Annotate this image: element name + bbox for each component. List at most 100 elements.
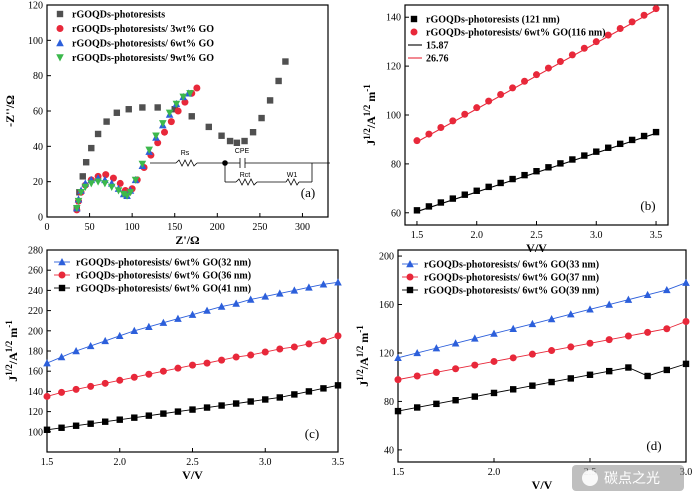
data-point <box>449 195 457 202</box>
data-point <box>174 314 182 322</box>
data-point <box>592 38 600 46</box>
data-point <box>557 160 564 167</box>
x-tick-label: 2.0 <box>488 467 501 478</box>
chart-panel-c: 1.5 2.0 2.5 3.0 3.5 100 120 140 160 180 200 220 240 2… <box>4 246 344 483</box>
watermark-background <box>572 465 684 491</box>
data-point <box>154 139 162 147</box>
data-point <box>604 31 612 39</box>
data-point <box>586 371 594 378</box>
data-point <box>188 310 197 318</box>
data-point <box>74 197 83 206</box>
data-point <box>174 364 182 372</box>
warburg-w1 <box>285 178 300 186</box>
legend-marker <box>58 284 66 292</box>
data-point <box>109 174 117 182</box>
data-point <box>521 171 528 179</box>
y-tick-label: 240 <box>28 286 43 297</box>
data-point <box>581 152 588 159</box>
data-point <box>319 337 327 345</box>
y-axis-label-part: /A <box>357 357 371 370</box>
data-point <box>334 278 342 286</box>
x-tick-label: 0 <box>45 222 50 233</box>
data-point <box>174 408 182 415</box>
data-point <box>413 348 421 357</box>
legend-label: rGOQDs-photoresists/ 6wt% GO(116 nm) <box>426 28 606 39</box>
data-point <box>249 129 257 136</box>
y-axis-label-part: 1/2 <box>362 128 372 140</box>
data-point <box>663 285 671 294</box>
data-point <box>643 290 652 299</box>
y-axis-label: J1/2/A1/2 m-1 <box>355 325 371 387</box>
y-tick-label: 200 <box>28 326 43 337</box>
y-axis-label-part: J <box>357 381 371 387</box>
y-axis-label-part: J <box>6 376 20 382</box>
data-point <box>628 136 636 144</box>
data-point <box>291 391 298 398</box>
y-tick-label: 120 <box>379 348 394 359</box>
x-tick-label: 2.0 <box>470 230 483 241</box>
data-point <box>193 84 201 92</box>
data-point <box>101 180 109 188</box>
series-line <box>397 321 687 381</box>
legend-label: rGOQDs-photoresists/ 6wt% GO(33 nm) <box>424 260 599 271</box>
data-point <box>275 77 282 85</box>
data-point <box>159 318 168 326</box>
x-tick-label: 250 <box>252 222 267 233</box>
y-tick-label: 80 <box>391 159 401 170</box>
data-point <box>437 123 445 131</box>
legend-marker <box>406 260 414 268</box>
data-point <box>663 366 670 374</box>
data-point <box>57 353 66 361</box>
data-point <box>682 317 690 325</box>
data-point <box>246 295 255 303</box>
data-point <box>241 137 248 145</box>
y-axis-label: -Z''/Ω <box>3 95 17 127</box>
data-point <box>497 90 505 98</box>
data-point <box>43 392 51 400</box>
data-point <box>189 406 196 413</box>
y-tick-label: 160 <box>28 367 43 378</box>
legend-marker <box>56 39 64 47</box>
legend-label: rGOQDs-photoresists <box>72 10 165 21</box>
data-point <box>58 388 66 396</box>
data-point <box>425 203 433 210</box>
plot-frame <box>46 4 329 218</box>
data-point <box>203 306 211 314</box>
y-tick-label: 120 <box>28 1 43 12</box>
legend-marker <box>58 271 66 279</box>
legend-label: 26.76 <box>426 54 449 65</box>
data-point <box>113 109 121 116</box>
data-point <box>334 332 342 340</box>
legend-marker <box>406 286 414 294</box>
data-point <box>461 191 468 198</box>
y-axis-label: J1/2/A1/2 m-1 <box>4 320 20 382</box>
data-point <box>628 18 636 26</box>
data-point <box>58 424 65 431</box>
data-point <box>160 410 167 417</box>
legend-label: rGOQDs-photoresists/ 6wt% GO(32 nm) <box>76 258 251 269</box>
panel-label: (d) <box>646 438 661 453</box>
legend-label: rGOQDs-photoresists/ 6wt% GO(41 nm) <box>76 284 251 295</box>
data-point <box>305 340 313 348</box>
data-point <box>88 144 95 152</box>
y-tick-label: 260 <box>28 266 43 277</box>
data-point <box>652 5 660 13</box>
y-axis-label: J1/2/A1/2 m-1 <box>362 84 378 146</box>
y-axis-label-part: 1/2 <box>4 340 14 352</box>
data-point <box>586 339 594 347</box>
data-point <box>449 117 457 125</box>
data-point <box>580 44 588 52</box>
data-point <box>528 319 537 328</box>
data-point <box>509 84 517 92</box>
data-point <box>130 373 138 381</box>
data-point <box>161 128 169 136</box>
data-point <box>606 367 613 375</box>
legend-label: rGOQDs-photoresists/ 6wt% GO <box>72 39 214 50</box>
data-point <box>529 382 536 389</box>
y-axis-label-part: -1 <box>362 84 372 92</box>
data-point <box>497 179 504 187</box>
data-point <box>77 189 85 197</box>
y-tick-label: 20 <box>33 177 43 188</box>
series-1 <box>43 332 342 400</box>
